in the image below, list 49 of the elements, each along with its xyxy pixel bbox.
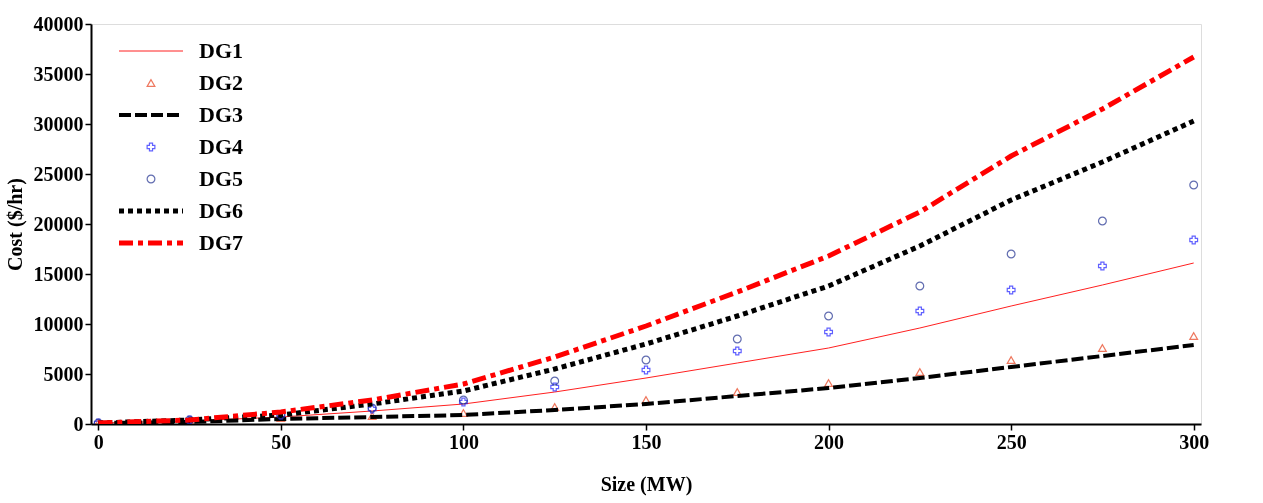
y-tick-label: 30000 (33, 112, 84, 135)
y-tick-label: 0 (73, 412, 84, 435)
y-tick-label: 40000 (33, 12, 84, 35)
point (1097, 344, 1107, 352)
point (732, 346, 742, 356)
point (641, 396, 651, 404)
point (915, 368, 925, 376)
legend-label: DG5 (199, 166, 243, 191)
y-tick-label: 15000 (33, 262, 84, 285)
point (915, 281, 925, 291)
y-axis-title: Cost ($/hr) (3, 178, 27, 271)
point (824, 311, 834, 321)
x-tick-label: 0 (93, 430, 104, 453)
y-tick-label: 5000 (43, 362, 84, 385)
legend-label: DG6 (199, 198, 243, 223)
point (641, 355, 651, 365)
point (641, 365, 651, 375)
point (1189, 235, 1199, 245)
point (1097, 216, 1107, 226)
y-tick-label: 35000 (33, 62, 84, 85)
point (824, 379, 834, 387)
legend-label: DG2 (199, 70, 243, 95)
point (550, 382, 560, 392)
legend-label: DG4 (199, 134, 243, 159)
x-tick-label: 100 (448, 430, 479, 453)
point (732, 388, 742, 396)
point (824, 327, 834, 337)
x-tick-label: 300 (1179, 430, 1210, 453)
point (550, 376, 560, 386)
x-tick-label: 200 (814, 430, 845, 453)
x-axis-title: Size (MW) (600, 472, 693, 496)
x-tick-label: 50 (271, 430, 292, 453)
point (1006, 356, 1016, 364)
point (732, 334, 742, 344)
y-tick-label: 25000 (33, 162, 84, 185)
y-tick-label: 10000 (33, 312, 84, 335)
legend-label: DG7 (199, 230, 243, 255)
legend-label: DG3 (199, 102, 243, 127)
y-tick-label: 20000 (33, 212, 84, 235)
point (915, 306, 925, 316)
legend-label: DG1 (199, 38, 243, 63)
point (1189, 180, 1199, 190)
x-tick-label: 250 (996, 430, 1027, 453)
point (1006, 285, 1016, 295)
x-tick-label: 150 (631, 430, 662, 453)
point (1097, 261, 1107, 271)
point (1189, 332, 1199, 340)
point (367, 412, 377, 420)
point (1006, 249, 1016, 259)
